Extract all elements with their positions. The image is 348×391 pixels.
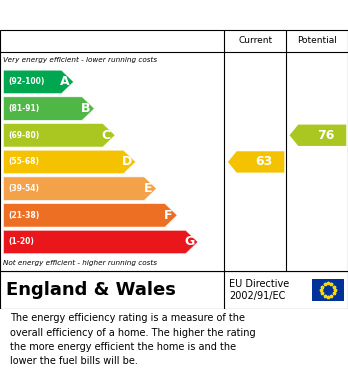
Polygon shape (3, 204, 177, 227)
Polygon shape (3, 177, 157, 200)
Text: Energy Efficiency Rating: Energy Efficiency Rating (10, 7, 213, 23)
Text: The energy efficiency rating is a measure of the
overall efficiency of a home. T: The energy efficiency rating is a measur… (10, 313, 256, 366)
Text: (1-20): (1-20) (9, 237, 34, 246)
Polygon shape (3, 70, 74, 93)
Text: D: D (122, 156, 132, 169)
Text: Current: Current (238, 36, 272, 45)
Text: B: B (81, 102, 90, 115)
Polygon shape (290, 125, 346, 146)
Text: (81-91): (81-91) (9, 104, 40, 113)
Polygon shape (3, 230, 198, 254)
Text: Not energy efficient - higher running costs: Not energy efficient - higher running co… (3, 260, 158, 266)
Text: A: A (60, 75, 70, 88)
Text: England & Wales: England & Wales (6, 281, 176, 299)
Text: E: E (143, 182, 152, 195)
Text: F: F (164, 209, 173, 222)
Polygon shape (3, 124, 115, 147)
Polygon shape (3, 97, 94, 120)
Text: (21-38): (21-38) (9, 211, 40, 220)
Text: Very energy efficient - lower running costs: Very energy efficient - lower running co… (3, 57, 158, 63)
Polygon shape (3, 150, 136, 174)
Bar (312, 279, 344, 301)
Text: (55-68): (55-68) (9, 158, 40, 167)
Text: EU Directive
2002/91/EC: EU Directive 2002/91/EC (229, 279, 290, 301)
Text: (69-80): (69-80) (9, 131, 40, 140)
Text: 76: 76 (317, 129, 334, 142)
Text: C: C (102, 129, 111, 142)
Text: Potential: Potential (297, 36, 337, 45)
Text: (92-100): (92-100) (9, 77, 45, 86)
Text: G: G (184, 235, 194, 249)
Text: 63: 63 (255, 156, 272, 169)
Polygon shape (228, 151, 284, 172)
Text: (39-54): (39-54) (9, 184, 40, 193)
